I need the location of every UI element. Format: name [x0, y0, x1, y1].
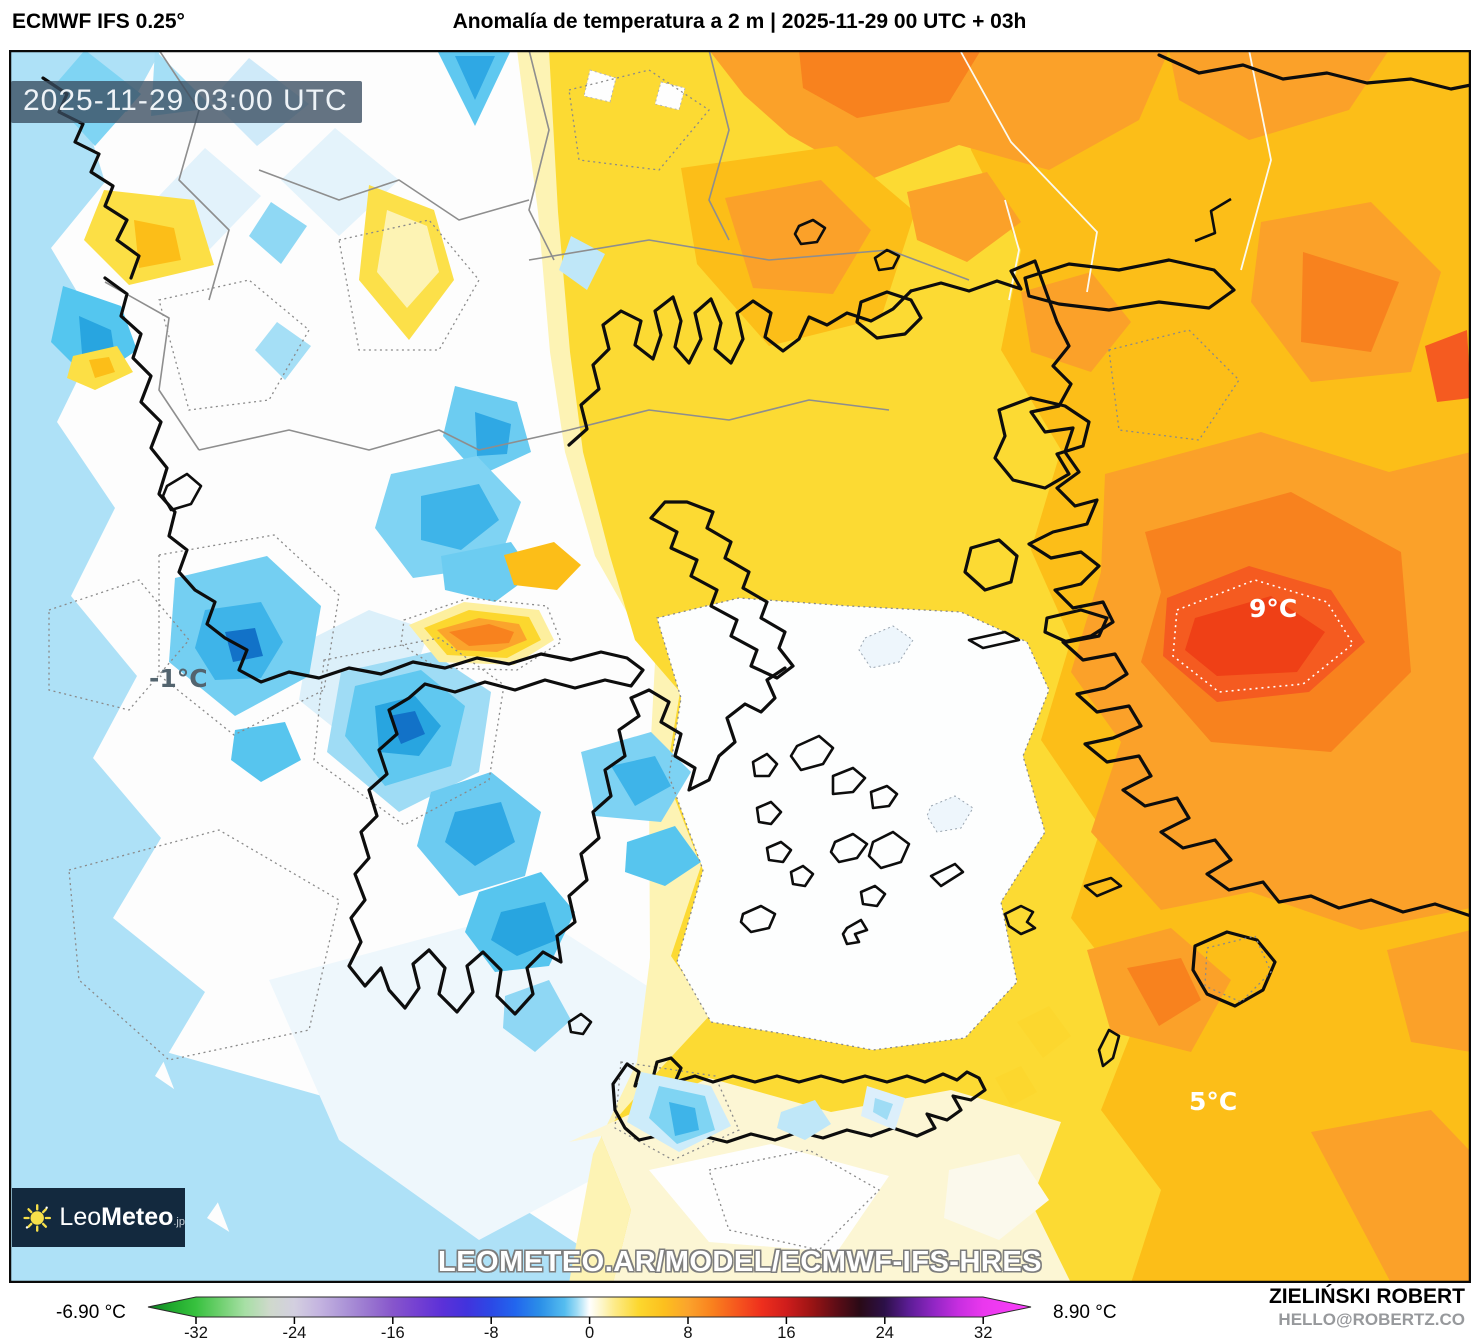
map-svg: -1°C 9°C 5°C: [9, 50, 1471, 1283]
cold-anomaly-layer: [47, 50, 701, 1052]
timestamp-overlay: 2025-11-29 03:00 UTC: [11, 81, 362, 123]
svg-text:16: 16: [777, 1324, 795, 1339]
map-frame: [9, 50, 1471, 1283]
label-southeast-aegean: 5°C: [1189, 1087, 1237, 1116]
colorbar: -32 -24 -16 -8 0 8 16 24 32: [147, 1296, 1032, 1339]
map-container: -1°C 9°C 5°C 2025-11-29 03:00 UTC LeoMet…: [9, 50, 1471, 1283]
coastlines: [41, 53, 1471, 1152]
watermark: LEOMETEO.AR/MODEL/ECMWF-IFS-HRES: [437, 1246, 1043, 1278]
colorbar-gradient-bar: [147, 1296, 1032, 1318]
svg-text:8: 8: [683, 1324, 692, 1339]
label-anatolia: 9°C: [1249, 594, 1297, 623]
colorbar-tick-labels: -32 -24 -16 -8 0 8 16 24 32: [184, 1324, 992, 1339]
logo-wordmark: LeoMeteo.jp: [59, 1203, 185, 1231]
model-label: ECMWF IFS 0.25°: [12, 10, 185, 33]
neutral-anomaly-layer: [569, 69, 1071, 1283]
svg-text:32: 32: [974, 1324, 992, 1339]
svg-text:-32: -32: [184, 1324, 208, 1339]
colorbar-ticks: [195, 1317, 984, 1324]
page-title: Anomalía de temperatura a 2 m | 2025-11-…: [452, 10, 1027, 33]
dotted-contours: [48, 69, 1355, 1251]
colorbar-max-label: 8.90 °C: [1053, 1302, 1117, 1323]
svg-text:24: 24: [876, 1324, 894, 1339]
sun-icon: [23, 1203, 52, 1232]
label-ionian: -1°C: [149, 664, 208, 693]
credit-contact: HELLO@ROBERTZ.CO: [1278, 1310, 1465, 1329]
border-lines: [104, 50, 1272, 451]
leometeo-logo: LeoMeteo.jp: [12, 1188, 185, 1247]
svg-text:-16: -16: [381, 1324, 405, 1339]
svg-text:0: 0: [585, 1324, 594, 1339]
svg-text:-24: -24: [282, 1324, 306, 1339]
map-point-labels: -1°C 9°C 5°C: [149, 594, 1297, 1116]
svg-text:-8: -8: [484, 1324, 499, 1339]
credit-author: ZIELIŃSKI ROBERT: [1268, 1285, 1465, 1308]
colorbar-min-label: -6.90 °C: [56, 1302, 126, 1323]
